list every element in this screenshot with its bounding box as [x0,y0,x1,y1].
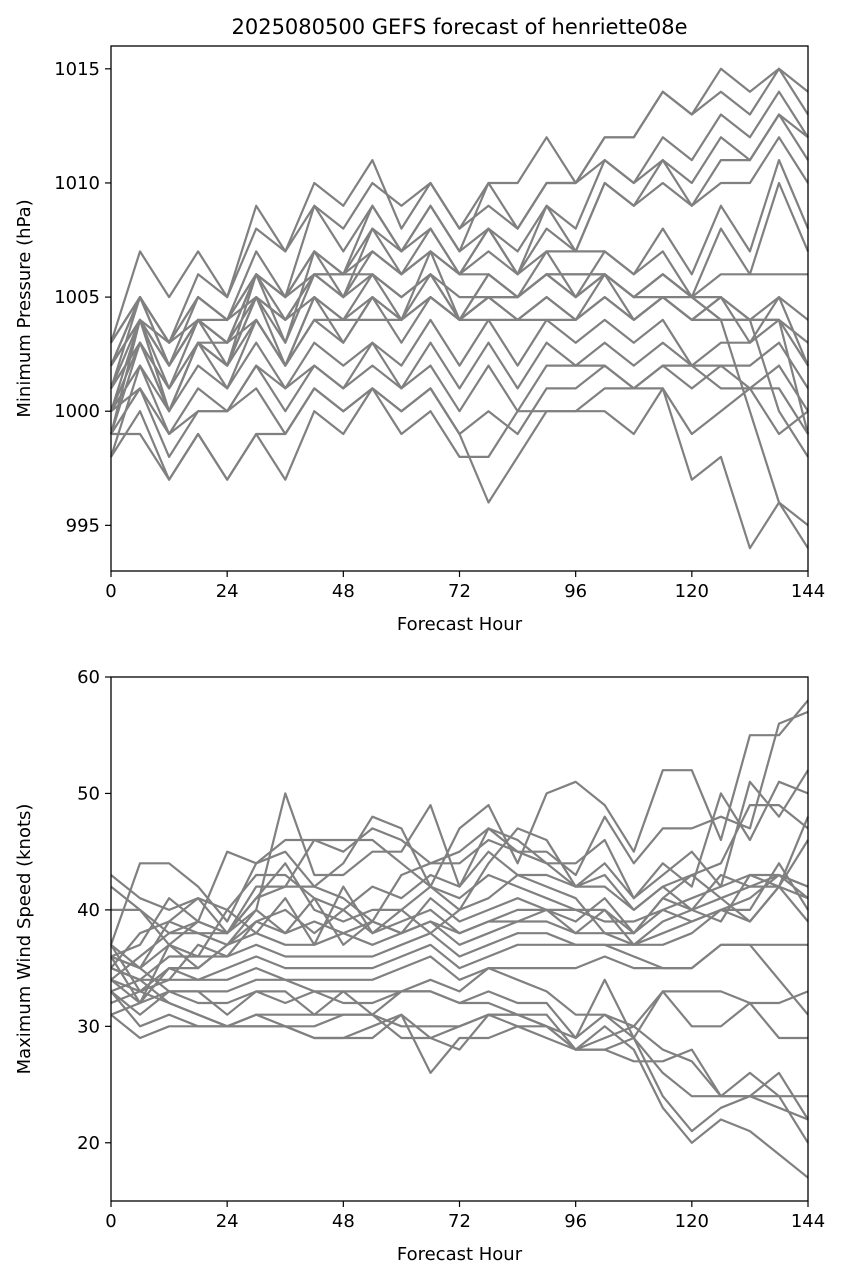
axes-frame [110,45,809,572]
series-line-15 [110,978,808,1040]
series-line-21 [110,273,810,435]
series-line-2 [110,710,809,935]
y-tick-label: 20 [77,1133,100,1154]
series-line-19 [110,990,809,1179]
chart-title: 2025080500 GEFS forecast of henriette08e [231,15,687,39]
x-axis-label: Forecast Hour [397,1244,523,1265]
y-tick-label: 1005 [54,287,100,308]
x-tick-label: 72 [448,1211,471,1232]
x-tick-label: 144 [791,581,825,602]
x-tick-label: 96 [564,1211,587,1232]
series-line-17 [110,955,808,1098]
x-tick-label: 0 [105,1211,116,1232]
x-tick-label: 48 [332,1211,355,1232]
x-tick-label: 24 [216,581,239,602]
x-axis-label: Forecast Hour [397,614,523,635]
series-line-11 [110,885,809,981]
x-tick-label: 144 [791,1211,825,1232]
series-line-2 [109,67,809,367]
y-tick-label: 1000 [54,401,100,422]
series-lines [109,67,810,550]
y-axis-label: Minimum Pressure (hPa) [14,199,35,417]
x-tick-label: 0 [105,581,116,602]
series-line-22 [110,816,810,970]
x-tick-label: 120 [675,1211,709,1232]
x-tick-label: 48 [332,581,355,602]
y-axis-label: Maximum Wind Speed (knots) [14,804,35,1075]
series-line-21 [110,839,809,1005]
y-tick-label: 60 [77,667,100,688]
x-tick-label: 72 [448,581,471,602]
y-tick-label: 1015 [54,59,100,80]
series-line-20 [110,1013,809,1121]
y-tick-label: 30 [77,1016,100,1037]
series-line-1 [109,67,809,344]
y-tick-label: 995 [66,515,100,536]
series-line-13 [109,341,809,458]
wind-speed-chart: 0 24 48 72 96 120 144 20 30 40 50 60 Forecast Hour Ma… [14,667,825,1265]
y-tick-label: 50 [77,783,100,804]
x-tick-label: 120 [675,581,709,602]
series-line-14 [110,966,809,1028]
y-tick-label: 40 [77,900,100,921]
series-line-5 [110,769,809,958]
x-tick-label: 96 [564,581,587,602]
y-tick-label: 1010 [54,173,100,194]
series-lines [109,699,810,1179]
series-line-17 [111,387,809,550]
series-line-13 [110,943,808,1005]
series-line-3 [109,90,809,389]
x-tick-label: 24 [216,1211,239,1232]
pressure-chart: 2025080500 GEFS forecast of henriette08e… [14,15,825,635]
